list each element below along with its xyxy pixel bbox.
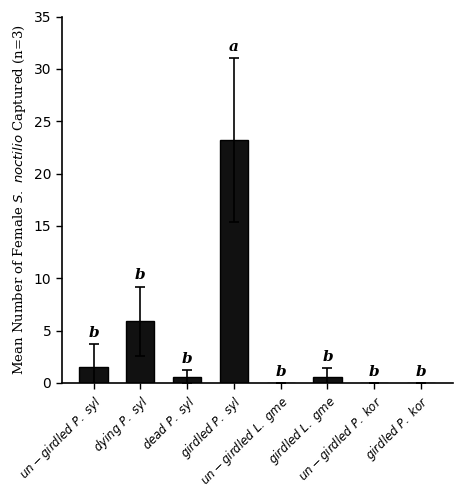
Text: b: b — [321, 350, 332, 364]
Bar — [126, 321, 154, 383]
Text: b: b — [275, 365, 285, 379]
Bar — [219, 140, 247, 383]
Text: b: b — [181, 352, 192, 366]
Text: b: b — [135, 268, 145, 282]
Text: b: b — [368, 365, 379, 379]
Bar — [79, 367, 107, 383]
Text: b: b — [88, 326, 99, 340]
Bar — [313, 376, 341, 383]
Y-axis label: Mean Number of Female $\it{S.\ noctilio}$ Captured (n=3): Mean Number of Female $\it{S.\ noctilio}… — [11, 24, 28, 376]
Text: b: b — [415, 365, 425, 379]
Text: a: a — [228, 40, 238, 54]
Bar — [173, 376, 201, 383]
